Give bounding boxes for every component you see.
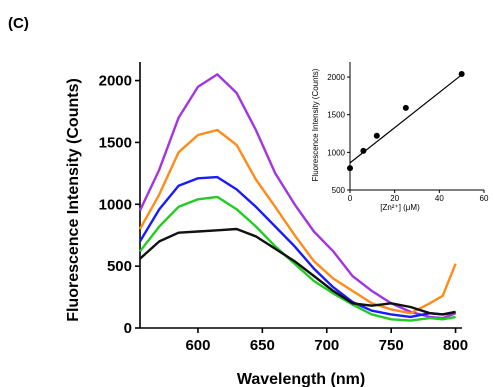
inset-plot: 500 1000 1500 2000 0 20 40 60 [Zn²⁺] (μM) Fluo… — [311, 62, 489, 212]
inset-x-tick-label: 40 — [435, 194, 444, 203]
series-line-1 — [138, 73, 457, 320]
inset-data-point — [360, 147, 367, 154]
y-axis-label: Fluorescence Intensity (Counts) — [65, 78, 82, 322]
inset-y-tick-label: 1000 — [327, 148, 345, 157]
inset-data-group — [347, 71, 465, 172]
inset-data-point — [458, 71, 465, 78]
series-line-5 — [139, 227, 456, 316]
x-tick-label: 700 — [314, 337, 339, 354]
inset-y-axis-label: Fluorescence Intensity (Counts) — [311, 68, 320, 181]
inset-y-tick-label: 2000 — [327, 73, 345, 82]
inset-y-tick-label: 500 — [332, 186, 346, 195]
inset-x-tick-label: 20 — [390, 194, 399, 203]
series-line-3 — [138, 175, 456, 319]
inset-fit-line — [349, 74, 463, 164]
x-tick-label: 600 — [185, 337, 210, 354]
y-ticks: 0 500 1000 1500 2000 — [99, 73, 140, 337]
y-tick-label: 1000 — [99, 196, 132, 213]
series-group — [138, 73, 457, 322]
series-line-2 — [138, 128, 457, 315]
y-tick-label: 500 — [107, 258, 132, 275]
inset-x-ticks: 0 20 40 60 — [348, 190, 489, 203]
inset-y-ticks: 500 1000 1500 2000 — [327, 73, 350, 195]
inset-y-tick-label: 1500 — [327, 111, 345, 120]
x-tick-label: 750 — [379, 337, 404, 354]
y-tick-label: 0 — [124, 320, 132, 337]
x-tick-label: 800 — [443, 337, 468, 354]
x-ticks: 600 650 700 750 800 — [185, 328, 468, 354]
y-tick-label: 1500 — [99, 134, 132, 151]
x-tick-label: 650 — [250, 337, 275, 354]
panel-label: (C) — [8, 15, 29, 32]
inset-data-point — [373, 132, 380, 139]
inset-x-tick-label: 60 — [480, 194, 489, 203]
inset-data-point — [402, 104, 409, 111]
y-tick-label: 2000 — [99, 73, 132, 90]
inset-x-tick-label: 0 — [348, 194, 353, 203]
inset-data-point — [347, 165, 353, 172]
series-line-4 — [139, 195, 456, 322]
inset-x-axis-label: [Zn²⁺] (μM) — [380, 203, 420, 212]
x-axis-label: Wavelength (nm) — [237, 371, 365, 387]
